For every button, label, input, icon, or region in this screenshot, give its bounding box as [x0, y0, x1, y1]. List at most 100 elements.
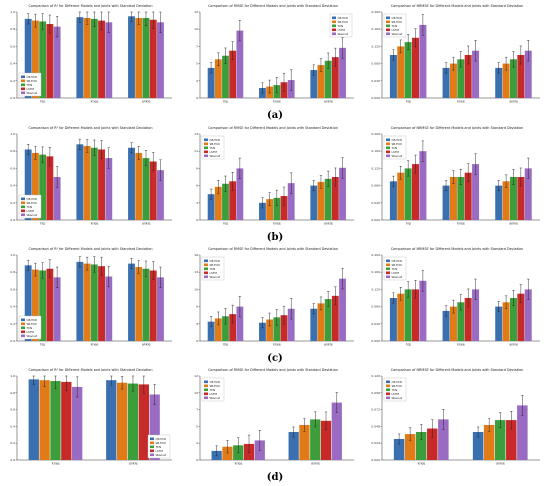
legend-swatch: [21, 213, 25, 217]
y-tick-label: 0.120: [371, 166, 380, 170]
legend-swatch: [204, 150, 208, 154]
legend-swatch: [332, 28, 336, 32]
chart-title: Comparison of RMSE for Different Models …: [208, 4, 338, 8]
bar: [483, 425, 495, 460]
legend-label: SB-TCN: [392, 384, 402, 388]
legend-label: CB-TCN: [156, 437, 166, 441]
legend-label: SB-TCN: [27, 79, 37, 83]
x-tick-label: ankle: [509, 222, 518, 226]
legend-swatch: [204, 275, 208, 279]
y-tick-label: 0.000: [371, 339, 380, 343]
bar: [157, 22, 164, 98]
bar: [127, 383, 139, 460]
legend-swatch: [386, 138, 390, 142]
legend-label: Wavnet: [27, 213, 38, 217]
bar: [128, 147, 135, 220]
bar: [412, 37, 420, 98]
legend-box: [383, 13, 407, 38]
y-tick-label: 6: [196, 305, 198, 309]
legend-label: LSTM: [210, 392, 218, 396]
bar: [207, 67, 215, 98]
legend-swatch: [204, 259, 208, 263]
legend-label: Wavnet: [27, 334, 38, 338]
x-tick-label: knee: [273, 222, 281, 226]
bar: [472, 50, 480, 98]
bar: [280, 196, 288, 220]
chart-svg: Comparison of R² for Different Models an…: [10, 247, 172, 347]
chart-title: Comparison of R² for Different Models an…: [28, 247, 152, 251]
legend-label: SB-TCN: [210, 142, 220, 146]
x-tick-label: hip: [223, 343, 228, 347]
y-tick-label: 5: [196, 62, 198, 66]
bar: [339, 167, 346, 220]
bar: [320, 420, 332, 460]
chart-d-rmse: Comparison of RMSE for Different Models …: [186, 366, 360, 472]
legend-swatch: [332, 16, 336, 20]
legend-label: CB-TCN: [27, 197, 37, 201]
bar: [222, 183, 229, 220]
bar: [524, 50, 532, 98]
chart-svg: Comparison of NRMSE for Different Models…: [371, 4, 540, 104]
chart-title: Comparison of R² for Different Models an…: [28, 4, 152, 8]
bar: [404, 168, 412, 220]
bar: [495, 306, 503, 341]
legend-label: SB-TCN: [338, 20, 348, 24]
bar: [517, 177, 525, 220]
chart-title: Comparison of NRMSE for Different Models…: [391, 126, 523, 130]
bar: [472, 164, 480, 220]
x-tick-label: knee: [457, 100, 465, 104]
bar: [324, 60, 332, 98]
y-tick-label: 0.8: [10, 270, 15, 274]
legend-swatch: [204, 263, 208, 267]
legend-swatch: [150, 437, 154, 441]
bar: [98, 149, 105, 220]
legend-label: TCN: [391, 146, 398, 150]
legend-swatch: [21, 205, 25, 209]
legend-swatch: [386, 20, 390, 24]
chart-title: Comparison of R² for Different Models an…: [28, 368, 152, 372]
legend-label: LSTM: [27, 330, 35, 334]
bar: [128, 263, 135, 341]
legend-box: [329, 13, 353, 38]
legend-swatch: [204, 142, 208, 146]
bar: [214, 59, 222, 98]
legend-label: LSTM: [392, 392, 400, 396]
y-tick-label: 0.8: [10, 27, 15, 31]
bar: [142, 268, 150, 341]
y-tick-label: 0.4: [10, 424, 15, 428]
bar: [339, 278, 346, 341]
row-label-d: (d): [266, 472, 284, 483]
bar: [280, 315, 288, 341]
legend-label: TCN: [26, 205, 33, 209]
bar: [98, 20, 105, 99]
x-tick-label: knee: [91, 100, 99, 104]
legend-label: LSTM: [392, 271, 400, 275]
bar: [83, 18, 91, 98]
row-label-a: (a): [267, 110, 283, 121]
chart-svg: Comparison of RMSE for Different Models …: [194, 4, 354, 104]
bar: [427, 428, 438, 460]
bar: [259, 322, 266, 341]
bar: [339, 47, 346, 98]
x-tick-label: ankle: [324, 222, 333, 226]
legend-swatch: [150, 445, 154, 449]
bar: [266, 319, 274, 341]
y-tick-label: 1.0: [10, 374, 15, 378]
bar: [397, 46, 405, 98]
bar: [389, 55, 397, 98]
bar: [39, 380, 50, 460]
legend-swatch: [204, 380, 208, 384]
bar: [105, 158, 113, 220]
y-tick-label: 0.4: [10, 305, 15, 309]
y-tick-label: 3: [196, 322, 198, 326]
legend-label: LSTM: [210, 150, 218, 154]
bar: [310, 185, 318, 220]
